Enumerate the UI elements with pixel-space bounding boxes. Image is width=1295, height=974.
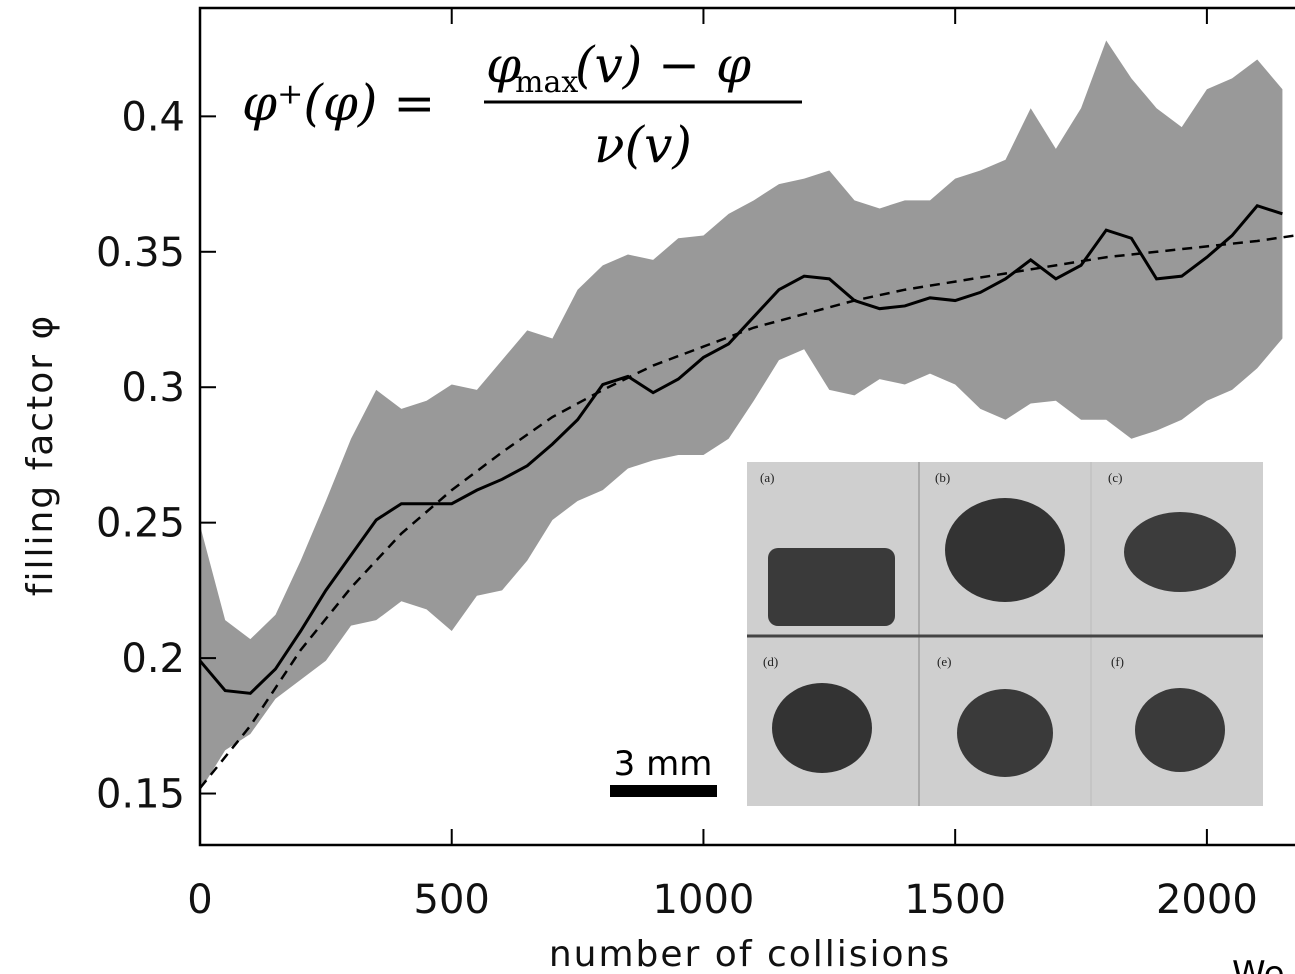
x-tick-label: 1500 bbox=[904, 877, 1006, 923]
aggregate-b bbox=[945, 498, 1065, 602]
panel-label: (b) bbox=[935, 470, 950, 485]
scale-label: 3 mm bbox=[614, 744, 713, 784]
aggregate-c bbox=[1124, 512, 1236, 592]
plot-area: 0 500 1000 1500 2000 0.15 0.2 0.25 0.3 0.35 0.4 bbox=[96, 6, 1295, 923]
x-tick-label: 2000 bbox=[1156, 877, 1258, 923]
panel-label: (f) bbox=[1111, 654, 1124, 669]
aggregate-a bbox=[768, 548, 895, 626]
y-tick-label: 0.15 bbox=[96, 772, 185, 818]
y-tick-label: 0.3 bbox=[121, 365, 185, 411]
x-tick-label: 500 bbox=[414, 877, 490, 923]
x-tick-label: 1000 bbox=[653, 877, 755, 923]
y-axis-label: filling factor φ bbox=[20, 314, 61, 596]
y-tick-label: 0.25 bbox=[96, 501, 185, 547]
spread-band bbox=[200, 40, 1283, 791]
x-axis-label: number of collisions bbox=[549, 934, 951, 974]
inset-image bbox=[610, 462, 1263, 806]
aggregate-d bbox=[772, 683, 872, 773]
formula-numerator: φ bbox=[486, 36, 521, 94]
formula-subscript: max bbox=[515, 65, 578, 100]
panel-label: (a) bbox=[760, 470, 774, 485]
fit-line bbox=[199, 234, 1295, 789]
panel-label: (e) bbox=[937, 654, 951, 669]
mean-line bbox=[198, 204, 1283, 695]
x-tick-label: 0 bbox=[187, 877, 212, 923]
y-tick-label: 0.2 bbox=[121, 636, 185, 682]
y-tick-label: 0.35 bbox=[96, 230, 185, 276]
aggregate-e bbox=[957, 689, 1053, 777]
formula-lhs: φ⁺(φ) = bbox=[242, 74, 435, 132]
scale-bar bbox=[610, 785, 717, 797]
formula-numerator: (v) − φ bbox=[575, 36, 751, 94]
y-tick-label: 0.4 bbox=[121, 94, 185, 140]
panel-label: (d) bbox=[763, 654, 778, 669]
axis-frame bbox=[198, 6, 1295, 847]
aggregate-f bbox=[1135, 688, 1225, 772]
labels: (a) (b) (c) (d) (e) (f) 3 mm φ⁺(φ) = φ m… bbox=[20, 36, 1285, 974]
corner-text: We bbox=[1232, 954, 1285, 974]
panel-label: (c) bbox=[1108, 470, 1122, 485]
formula-denominator: ν(v) bbox=[594, 116, 692, 174]
